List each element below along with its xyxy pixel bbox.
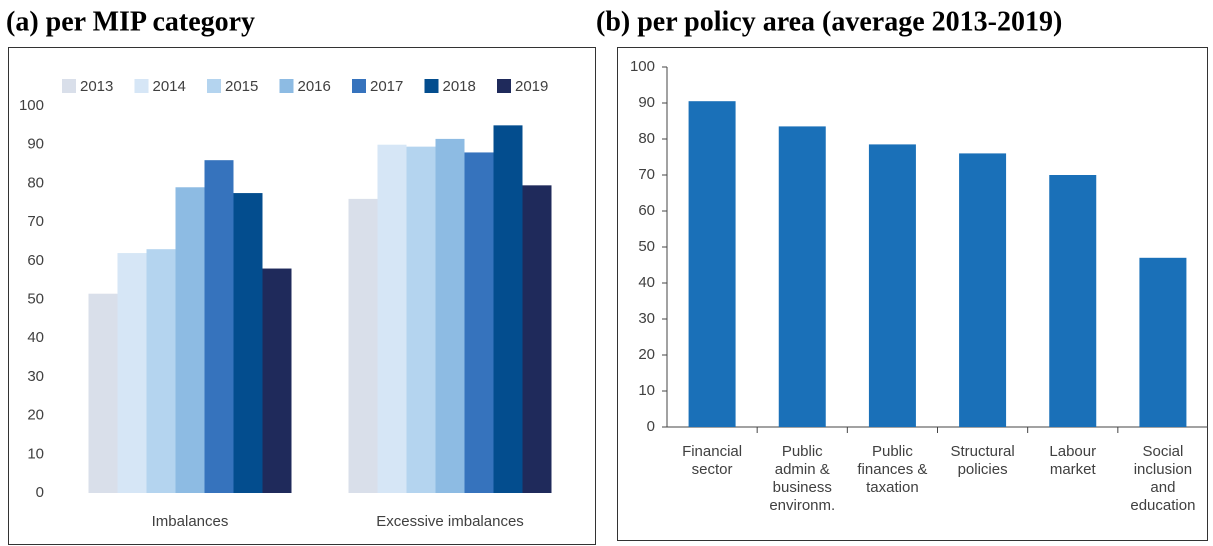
bar (204, 160, 234, 493)
x-tick-label: Public admin & business environm. (769, 443, 835, 514)
legend-label: 2018 (443, 78, 476, 95)
x-tick-label-line: Financial (682, 443, 742, 460)
y-tick-label: 100 (630, 58, 655, 75)
y-tick-label: 80 (638, 130, 655, 147)
bar (522, 185, 552, 493)
x-tick-label-line: business (773, 479, 832, 496)
y-tick-label: 10 (27, 445, 44, 462)
y-tick-label: 20 (638, 346, 655, 363)
y-tick-label: 70 (27, 213, 44, 230)
y-tick-label: 60 (27, 252, 44, 269)
chart-title: (a) per MIP category (6, 6, 255, 37)
x-tick-label-line: Public (872, 443, 913, 460)
bar (688, 101, 736, 427)
x-tick-label-line: environm. (769, 497, 835, 514)
x-tick-label: Public finances & taxation (857, 443, 927, 496)
x-tick-label-line: taxation (866, 479, 919, 496)
legend-swatch (62, 79, 76, 93)
legend-swatch (207, 79, 221, 93)
bar (88, 293, 118, 493)
y-tick-label: 30 (638, 310, 655, 327)
x-tick-label: Excessive imbalances (376, 513, 524, 530)
y-tick-label: 0 (647, 418, 655, 435)
x-tick-label-line: Social (1142, 443, 1183, 460)
bar (464, 152, 494, 493)
x-tick-label-line: education (1130, 497, 1195, 514)
x-tick-label: Financial sector (682, 443, 742, 478)
y-tick-label: 40 (638, 274, 655, 291)
x-tick-label: Labour market (1049, 443, 1096, 478)
legend-label: 2019 (515, 78, 548, 95)
bar (117, 253, 147, 493)
bar (348, 198, 378, 493)
legend-swatch (279, 79, 294, 93)
x-tick-label: Imbalances (152, 513, 229, 530)
panel-frame (8, 47, 596, 545)
legend-label: 2015 (225, 78, 258, 95)
chart-title: (b) per policy area (average 2013-2019) (596, 6, 1062, 37)
x-tick-label-line: inclusion (1134, 461, 1192, 478)
legend-swatch (497, 79, 511, 93)
x-tick-label-line: market (1050, 461, 1097, 478)
panel-frame (617, 47, 1208, 541)
y-tick-label: 20 (27, 407, 44, 424)
bar (435, 138, 465, 493)
y-tick-label: 90 (27, 136, 44, 153)
x-tick-label-line: Labour (1049, 443, 1096, 460)
x-tick-label-line: finances & (857, 461, 927, 478)
y-tick-label: 10 (638, 382, 655, 399)
y-tick-label: 60 (638, 202, 655, 219)
bar (377, 144, 407, 493)
bar (868, 144, 916, 427)
y-tick-label: 90 (638, 94, 655, 111)
x-tick-label-line: Public (782, 443, 823, 460)
bar (262, 268, 292, 493)
x-tick-label-line: admin & (775, 461, 830, 478)
x-tick-label-line: sector (692, 461, 733, 478)
y-tick-label: 40 (27, 329, 44, 346)
bar (493, 125, 523, 493)
legend-label: 2013 (80, 78, 113, 95)
bar (959, 153, 1007, 427)
bar (233, 193, 263, 493)
legend-swatch (352, 79, 366, 93)
bar (406, 146, 436, 493)
x-tick-label-line: Structural (950, 443, 1014, 460)
y-tick-label: 100 (19, 97, 44, 114)
y-tick-label: 30 (27, 368, 44, 385)
y-tick-label: 0 (36, 484, 44, 501)
bar (146, 249, 176, 493)
x-tick-label: Structural policies (950, 443, 1014, 478)
legend-swatch (134, 79, 149, 93)
y-tick-label: 80 (27, 174, 44, 191)
bar (1139, 257, 1187, 427)
y-tick-label: 70 (638, 166, 655, 183)
legend-label: 2014 (153, 78, 186, 95)
legend-swatch (424, 79, 439, 93)
bar (778, 126, 826, 428)
x-tick-label-line: policies (958, 461, 1008, 478)
legend-label: 2016 (298, 78, 331, 95)
x-tick-label: Social inclusion and education (1130, 443, 1195, 514)
legend-label: 2017 (370, 78, 403, 95)
x-tick-label-line: and (1150, 479, 1175, 496)
y-tick-label: 50 (638, 238, 655, 255)
bar (1049, 175, 1097, 427)
bar (175, 187, 205, 493)
y-tick-label: 50 (27, 290, 44, 307)
